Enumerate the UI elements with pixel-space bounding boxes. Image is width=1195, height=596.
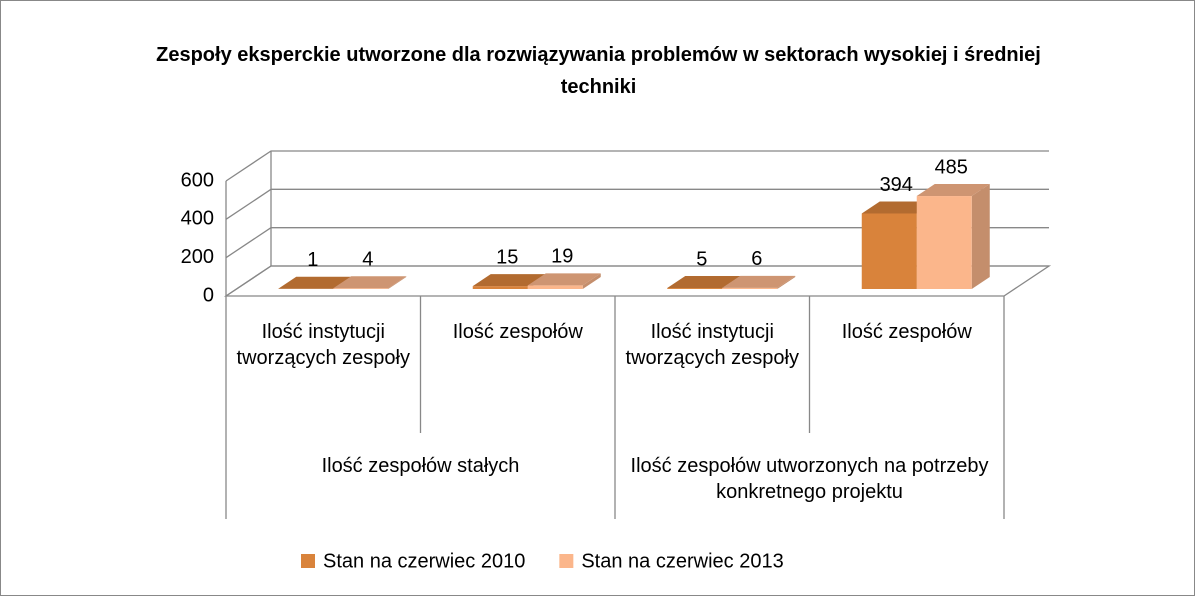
x-tick-label: Ilość instytucji tworzących zespoły <box>625 321 799 369</box>
bar <box>916 196 972 289</box>
bar <box>527 285 583 289</box>
bar <box>667 288 723 289</box>
legend-swatch <box>301 554 315 568</box>
bar <box>333 288 389 289</box>
grid-line <box>225 227 1049 259</box>
y-tick-label: 600 <box>181 169 214 191</box>
y-tick-label: 0 <box>203 284 214 306</box>
bar-top <box>278 276 352 289</box>
legend-swatch <box>559 554 574 568</box>
bar-side <box>777 275 796 289</box>
y-tick-label: 200 <box>181 246 214 268</box>
value-label: 485 <box>935 156 968 178</box>
value-label: 19 <box>551 246 573 268</box>
bar <box>861 213 917 289</box>
bar <box>472 286 528 289</box>
grid-line <box>225 265 1049 297</box>
bar-top <box>722 275 796 288</box>
bar <box>722 287 778 289</box>
value-label: 5 <box>696 248 707 270</box>
chart-title: Zespoły eksperckie utworzone dla rozwiąz… <box>156 44 1041 98</box>
legend-label: Stan na czerwiec 2010 <box>323 550 525 572</box>
x-tick-label: Ilość zespołów <box>841 321 972 343</box>
x-tick-label: Ilość zespołów <box>452 321 583 343</box>
legend-label: Stan na czerwiec 2013 <box>581 550 783 572</box>
grid-line <box>225 188 1049 220</box>
value-label: 6 <box>751 248 762 270</box>
bar-top <box>667 276 741 289</box>
value-label: 394 <box>880 174 913 196</box>
y-tick-label: 400 <box>181 208 214 230</box>
grid-line <box>225 150 1049 182</box>
bar-side <box>388 276 407 289</box>
group-label: Ilość zespołów stałych <box>321 455 520 477</box>
bar-top <box>333 276 407 289</box>
value-label: 15 <box>496 246 518 268</box>
x-tick-label: Ilość instytucji tworzących zespoły <box>236 321 410 369</box>
bar-top <box>472 274 546 287</box>
bar-side <box>582 273 601 289</box>
bar-top <box>527 273 601 286</box>
value-label: 4 <box>362 249 373 271</box>
bar-side <box>971 184 990 289</box>
group-label: Ilość zespołów utworzonych na potrzeby k… <box>630 455 989 503</box>
value-label: 1 <box>307 249 318 271</box>
bar-top <box>916 184 990 197</box>
bar-top <box>861 201 935 214</box>
